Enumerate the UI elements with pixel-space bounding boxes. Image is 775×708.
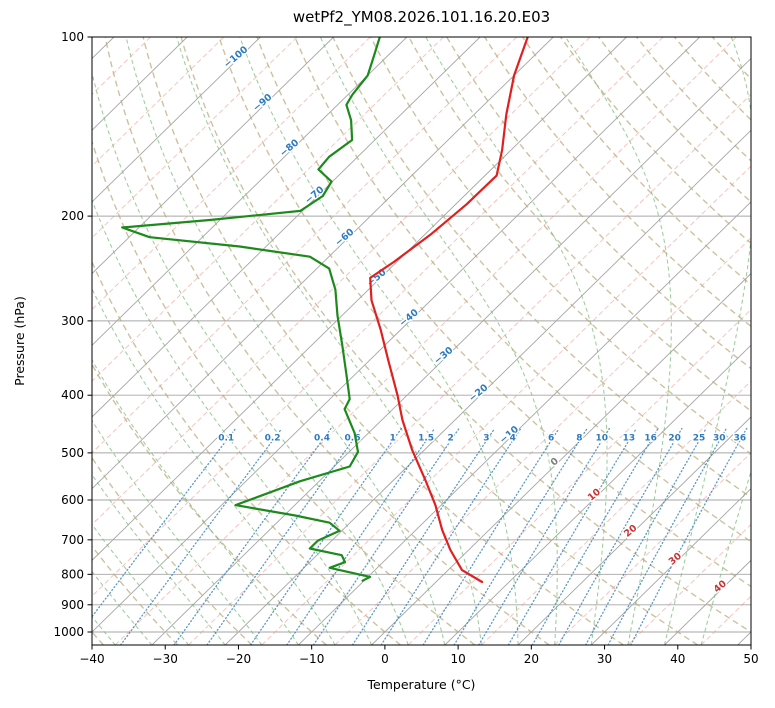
svg-text:600: 600 xyxy=(61,493,84,507)
svg-text:20: 20 xyxy=(622,522,639,539)
dry-adiabat-lines xyxy=(92,37,751,645)
tick-labels: −40 −30 −20 −10 0 10 20 30 40 5010020030040050060… xyxy=(53,30,758,666)
svg-text:−20: −20 xyxy=(467,382,491,404)
svg-text:700: 700 xyxy=(61,533,84,547)
svg-text:−90: −90 xyxy=(251,92,275,114)
plot-area: −100−90−80−70−60−50−40−30−20−10010203040… xyxy=(92,37,751,645)
svg-text:200: 200 xyxy=(61,209,84,223)
moist-adiabat-lines xyxy=(92,37,751,645)
svg-text:30: 30 xyxy=(713,434,726,444)
svg-text:0.4: 0.4 xyxy=(314,434,330,444)
svg-text:2: 2 xyxy=(447,434,453,444)
mixing-ratio-labels: 0.1 0.2 0.4 0.6 1 1.5 2 3 4 6 8 10 13 16 20 25 30 36 xyxy=(217,432,748,445)
svg-text:0: 0 xyxy=(381,652,389,666)
svg-text:3: 3 xyxy=(483,434,489,444)
svg-text:30: 30 xyxy=(667,550,684,567)
plot-frame xyxy=(91,36,752,646)
x-axis-label: Temperature (°C) xyxy=(367,677,476,692)
temperature-curve xyxy=(369,37,529,584)
svg-text:30: 30 xyxy=(597,652,612,666)
svg-text:6: 6 xyxy=(548,434,554,444)
svg-text:8: 8 xyxy=(576,434,582,444)
svg-text:−30: −30 xyxy=(153,652,178,666)
svg-text:20: 20 xyxy=(668,434,681,444)
svg-text:900: 900 xyxy=(61,598,84,612)
svg-text:0: 0 xyxy=(549,456,561,469)
svg-text:10: 10 xyxy=(586,486,603,503)
svg-text:40: 40 xyxy=(712,578,729,595)
svg-text:500: 500 xyxy=(61,446,84,460)
svg-text:−60: −60 xyxy=(333,226,357,248)
svg-text:20: 20 xyxy=(524,652,539,666)
svg-text:50: 50 xyxy=(743,652,758,666)
chart-title: wetPf2_YM08.2026.101.16.20.E03 xyxy=(292,8,551,26)
dewpoint-curve xyxy=(121,37,381,582)
svg-text:25: 25 xyxy=(693,434,706,444)
mixing-ratio-lines xyxy=(92,427,748,645)
svg-text:−40: −40 xyxy=(79,652,104,666)
svg-text:−10: −10 xyxy=(299,652,324,666)
svg-text:36: 36 xyxy=(734,434,747,444)
isotherm-minor-lines xyxy=(92,37,751,645)
svg-text:0.1: 0.1 xyxy=(218,434,234,444)
svg-text:−100: −100 xyxy=(222,44,251,71)
svg-text:1000: 1000 xyxy=(53,625,84,639)
svg-text:400: 400 xyxy=(61,388,84,402)
svg-text:−80: −80 xyxy=(278,137,302,159)
svg-text:0.2: 0.2 xyxy=(265,434,281,444)
svg-text:10: 10 xyxy=(596,434,609,444)
svg-text:800: 800 xyxy=(61,567,84,581)
svg-text:0.6: 0.6 xyxy=(345,434,361,444)
svg-text:−40: −40 xyxy=(397,307,421,329)
svg-text:16: 16 xyxy=(644,434,657,444)
svg-text:4: 4 xyxy=(510,434,516,444)
svg-text:13: 13 xyxy=(623,434,636,444)
axis-ticks xyxy=(87,36,752,650)
svg-text:−30: −30 xyxy=(432,345,456,367)
svg-text:−50: −50 xyxy=(365,267,389,289)
y-axis-label: Pressure (hPa) xyxy=(12,296,27,386)
svg-text:−20: −20 xyxy=(226,652,251,666)
svg-text:40: 40 xyxy=(670,652,685,666)
svg-text:100: 100 xyxy=(61,30,84,44)
svg-text:300: 300 xyxy=(61,314,84,328)
svg-text:1: 1 xyxy=(390,434,396,444)
svg-text:1.5: 1.5 xyxy=(418,434,434,444)
svg-text:10: 10 xyxy=(450,652,465,666)
isotherm-lines xyxy=(92,37,751,645)
